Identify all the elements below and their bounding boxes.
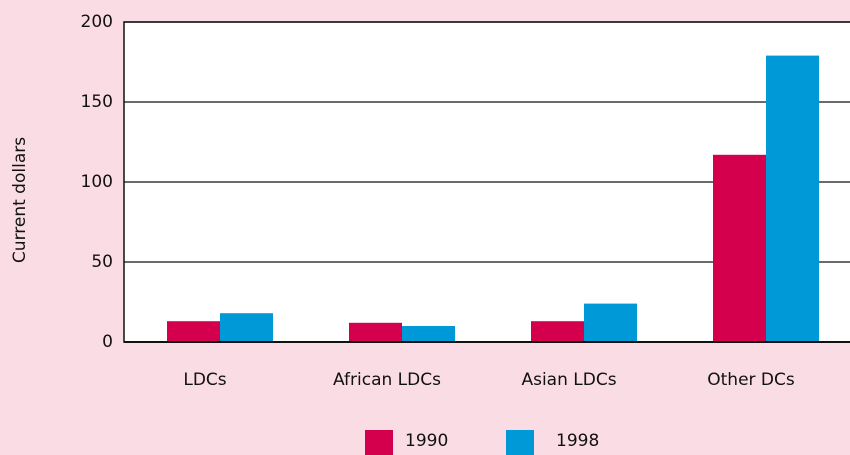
y-tick-label: 200 bbox=[81, 12, 113, 32]
x-tick-label: LDCs bbox=[183, 370, 226, 390]
bar bbox=[713, 154, 766, 342]
bar bbox=[584, 303, 637, 342]
bar bbox=[220, 313, 273, 342]
x-tick-label: Other DCs bbox=[707, 370, 795, 390]
bar bbox=[402, 326, 455, 342]
legend-label: 1998 bbox=[556, 431, 599, 451]
y-tick-label: 100 bbox=[81, 172, 113, 192]
bar bbox=[531, 321, 584, 342]
x-tick-label: Asian LDCs bbox=[521, 370, 616, 390]
y-tick-label: 0 bbox=[102, 332, 113, 352]
bar bbox=[766, 55, 819, 342]
x-tick-label: African LDCs bbox=[333, 370, 441, 390]
y-axis-label: Current dollars bbox=[10, 137, 30, 263]
legend-swatch bbox=[365, 430, 393, 455]
bar bbox=[349, 322, 402, 342]
bar bbox=[167, 321, 220, 342]
y-tick-label: 50 bbox=[91, 252, 113, 272]
legend-swatch bbox=[506, 430, 534, 455]
y-tick-label: 150 bbox=[81, 92, 113, 112]
legend-label: 1990 bbox=[405, 431, 448, 451]
